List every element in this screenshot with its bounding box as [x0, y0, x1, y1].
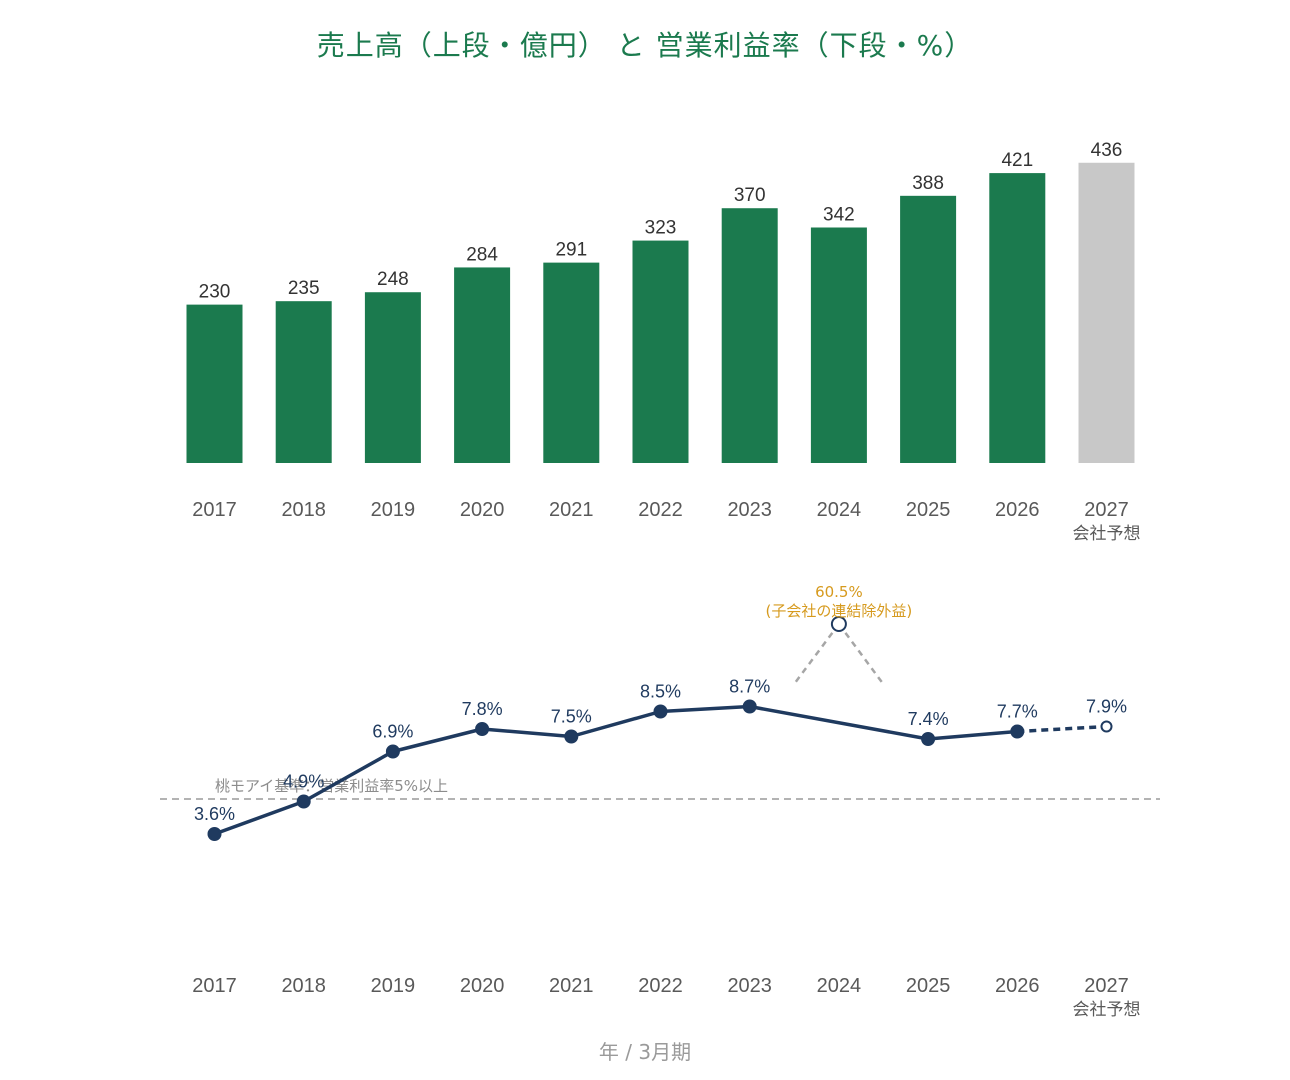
sales-x-tick-2027: 2027	[1084, 499, 1129, 521]
sales-bar-label-2020: 284	[466, 244, 498, 265]
margin-point-2017	[207, 827, 222, 841]
margin-point-label-2027: 7.9%	[1086, 697, 1127, 717]
x-axis-title: 年 / 3月期	[598, 1040, 692, 1064]
sales-bar-label-2024: 342	[823, 204, 855, 225]
sales-x-tick-2017: 2017	[192, 499, 237, 521]
margin-point-2021	[564, 729, 579, 744]
margin-point-2025	[921, 732, 936, 746]
sales-x-tick-2019: 2019	[371, 499, 416, 521]
outlier-point	[830, 616, 847, 632]
sales-bar-2019	[364, 292, 421, 463]
margin-point-2018	[296, 794, 311, 809]
sales-x-tick-2021: 2021	[549, 499, 594, 521]
margin-forecast-line	[1017, 724, 1107, 734]
sales-bar-label-2021: 291	[555, 240, 587, 261]
margin-point-2019	[385, 744, 400, 759]
margin-point-label-2022: 8.5%	[640, 682, 681, 702]
sales-x-tick-2020: 2020	[460, 499, 505, 521]
margin-x-tick-2019: 2019	[371, 975, 416, 997]
sales-x-tick-2022: 2022	[638, 499, 683, 521]
margin-point-label-2018: 4.9%	[283, 772, 324, 792]
margin-x-tick-forecast-note: 会社予想	[1073, 1000, 1141, 1020]
chart-title: 売上高（上段・億円） と 営業利益率（下段・%）	[316, 29, 974, 62]
sales-bar-label-2027: 436	[1091, 140, 1123, 161]
sales-x-tick-2025: 2025	[906, 499, 951, 521]
sales-x-tick-2018: 2018	[281, 499, 326, 521]
sales-bar-label-2022: 323	[645, 218, 677, 239]
sales-bar-2021	[543, 262, 600, 463]
sales-bar-2017	[186, 304, 243, 463]
margin-point-label-2025: 7.4%	[908, 709, 949, 729]
margin-x-tick-2025: 2025	[906, 975, 951, 997]
margin-x-tick-2023: 2023	[727, 975, 772, 997]
margin-x-tick-2020: 2020	[460, 975, 505, 997]
margin-x-tick-2021: 2021	[549, 975, 594, 997]
margin-point-2020	[475, 722, 490, 736]
sales-bar-2020	[454, 267, 511, 463]
margin-x-tick-2026: 2026	[995, 975, 1040, 997]
outlier-value-label: 60.5%	[815, 583, 863, 601]
sales-bar-label-2018: 235	[288, 278, 320, 299]
margin-point-label-2023: 8.7%	[729, 677, 770, 697]
sales-bar-label-2017: 230	[199, 282, 231, 303]
sales-bar-2022	[632, 240, 689, 463]
margin-x-tick-2027: 2027	[1084, 975, 1129, 997]
margin-point-label-2017: 3.6%	[194, 804, 235, 824]
margin-point-2027	[1100, 720, 1113, 733]
sales-bar-label-2026: 421	[1001, 150, 1033, 171]
outlier-connector-right	[837, 623, 885, 686]
margin-x-tick-2017: 2017	[192, 975, 237, 997]
sales-x-tick-forecast-note: 会社予想	[1073, 524, 1141, 544]
margin-point-2023	[742, 699, 757, 714]
margin-point-label-2026: 7.7%	[997, 702, 1038, 722]
sales-bar-2023	[721, 208, 778, 463]
margin-line	[213, 704, 1018, 836]
margin-x-tick-2024: 2024	[817, 975, 862, 997]
sales-x-tick-2026: 2026	[995, 499, 1040, 521]
outlier-note-label: (子会社の連結除外益)	[766, 602, 913, 620]
sales-bar-2025	[900, 195, 957, 464]
sales-bar-label-2019: 248	[377, 269, 409, 290]
sales-x-tick-2024: 2024	[817, 499, 862, 521]
margin-point-2026	[1010, 724, 1025, 739]
sales-bar-2026	[989, 173, 1046, 463]
sales-bar-2027	[1078, 162, 1135, 464]
margin-x-tick-2022: 2022	[638, 975, 683, 997]
sales-x-tick-2023: 2023	[727, 499, 772, 521]
margin-point-label-2021: 7.5%	[551, 707, 592, 727]
sales-bar-label-2023: 370	[734, 185, 766, 206]
sales-bar-2024	[810, 227, 867, 463]
sales-bar-label-2025: 388	[912, 173, 944, 194]
margin-point-2022	[653, 704, 668, 719]
margin-point-label-2020: 7.8%	[462, 699, 503, 719]
margin-x-tick-2018: 2018	[281, 975, 326, 997]
outlier-connector-left	[793, 623, 840, 685]
sales-bar-2018	[275, 301, 332, 463]
margin-point-label-2019: 6.9%	[372, 722, 413, 742]
